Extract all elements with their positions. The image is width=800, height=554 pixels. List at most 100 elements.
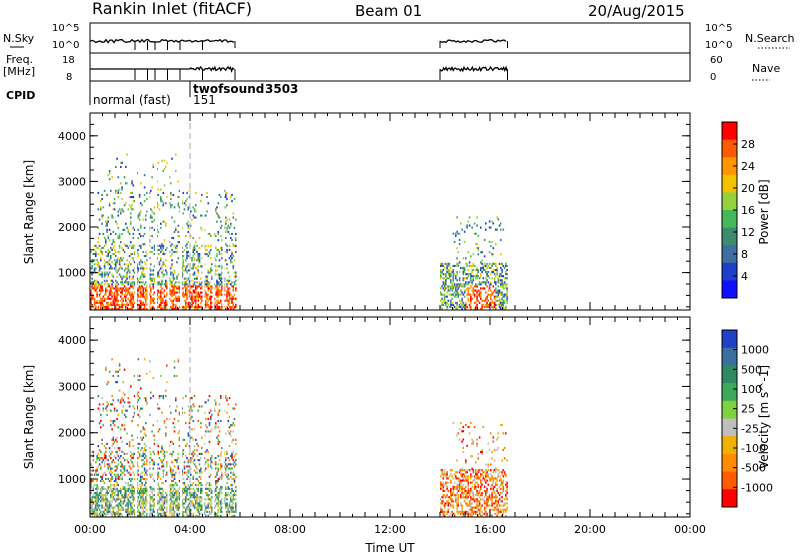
- data-cell: [127, 498, 130, 501]
- data-cell: [136, 295, 138, 298]
- data-cell: [217, 299, 220, 302]
- data-cell: [118, 512, 121, 515]
- data-cell: [127, 287, 130, 290]
- data-cell: [477, 247, 480, 250]
- data-cell: [182, 492, 185, 495]
- data-cell: [145, 289, 147, 292]
- data-cell: [482, 277, 485, 280]
- data-cell: [95, 253, 97, 256]
- data-cell: [136, 263, 138, 266]
- data-cell: [210, 269, 212, 272]
- data-cell: [105, 487, 107, 490]
- data-cell: [176, 246, 178, 249]
- data-cell: [118, 188, 121, 191]
- data-cell: [461, 496, 463, 499]
- data-cell: [210, 506, 212, 509]
- data-cell: [185, 395, 187, 398]
- data-cell: [221, 267, 223, 270]
- data-cell: [171, 305, 173, 308]
- data-cell: [217, 463, 220, 466]
- data-cell: [190, 514, 192, 517]
- data-cell: [227, 287, 230, 290]
- data-cell: [102, 506, 105, 509]
- data-cell: [187, 206, 190, 209]
- data-cell: [186, 246, 188, 249]
- data-cell: [122, 399, 125, 402]
- data-cell: [457, 500, 460, 503]
- data-cell: [90, 293, 92, 296]
- data-cell: [121, 246, 123, 249]
- data-cell: [131, 291, 133, 294]
- data-cell: [211, 301, 213, 304]
- data-cell: [175, 291, 177, 294]
- data-cell: [216, 303, 218, 306]
- data-cell: [177, 196, 180, 199]
- data-cell: [225, 206, 227, 209]
- data-cell: [183, 489, 186, 492]
- data-cell: [172, 237, 175, 240]
- data-cell: [131, 283, 133, 286]
- data-cell: [128, 299, 131, 302]
- data-cell: [108, 170, 111, 173]
- data-cell: [485, 264, 487, 267]
- data-cell: [193, 297, 196, 300]
- data-cell: [93, 269, 96, 272]
- data-cell: [158, 496, 161, 499]
- data-cell: [112, 399, 115, 402]
- data-cell: [182, 438, 185, 441]
- data-cell: [117, 257, 120, 260]
- data-cell: [187, 220, 190, 223]
- data-cell: [123, 289, 126, 292]
- data-cell: [218, 475, 221, 478]
- data-cell: [170, 289, 172, 292]
- data-cell: [455, 285, 457, 288]
- data-cell: [116, 482, 118, 485]
- data-cell: [97, 498, 100, 501]
- data-cell: [132, 232, 135, 235]
- data-cell: [175, 409, 177, 412]
- data-cell: [127, 484, 130, 487]
- data-cell: [160, 307, 162, 310]
- data-cell: [443, 266, 446, 269]
- data-cell: [157, 473, 160, 476]
- data-cell: [225, 459, 227, 462]
- data-cell: [472, 269, 475, 272]
- data-cell: [218, 506, 221, 509]
- data-cell: [112, 459, 115, 462]
- data-cell: [231, 484, 233, 487]
- data-cell: [130, 241, 132, 244]
- data-cell: [105, 366, 107, 369]
- data-cell: [231, 489, 233, 492]
- data-cell: [163, 168, 166, 171]
- data-cell: [226, 285, 228, 288]
- data-cell: [457, 483, 460, 486]
- data-cell: [231, 508, 233, 511]
- data-cell: [216, 480, 218, 483]
- data-cell: [161, 461, 163, 464]
- data-cell: [483, 287, 486, 290]
- data-cell: [152, 467, 155, 470]
- data-cell: [455, 305, 457, 308]
- data-cell: [176, 297, 178, 300]
- data-cell: [186, 243, 188, 246]
- data-cell: [218, 259, 221, 262]
- data-cell: [175, 295, 177, 298]
- data-cell: [120, 399, 122, 402]
- data-cell: [172, 502, 175, 505]
- data-cell: [461, 506, 463, 509]
- data-cell: [185, 301, 187, 304]
- data-cell: [93, 289, 96, 292]
- data-cell: [126, 271, 128, 274]
- data-cell: [92, 253, 95, 256]
- data-cell: [191, 397, 193, 400]
- data-cell: [225, 397, 227, 400]
- data-cell: [93, 279, 96, 282]
- data-cell: [162, 275, 165, 278]
- data-cell: [107, 381, 110, 384]
- data-cell: [153, 265, 156, 268]
- data-cell: [115, 220, 117, 223]
- data-cell: [210, 484, 212, 487]
- data-cell: [130, 307, 132, 310]
- data-cell: [150, 299, 152, 302]
- data-cell: [141, 271, 143, 274]
